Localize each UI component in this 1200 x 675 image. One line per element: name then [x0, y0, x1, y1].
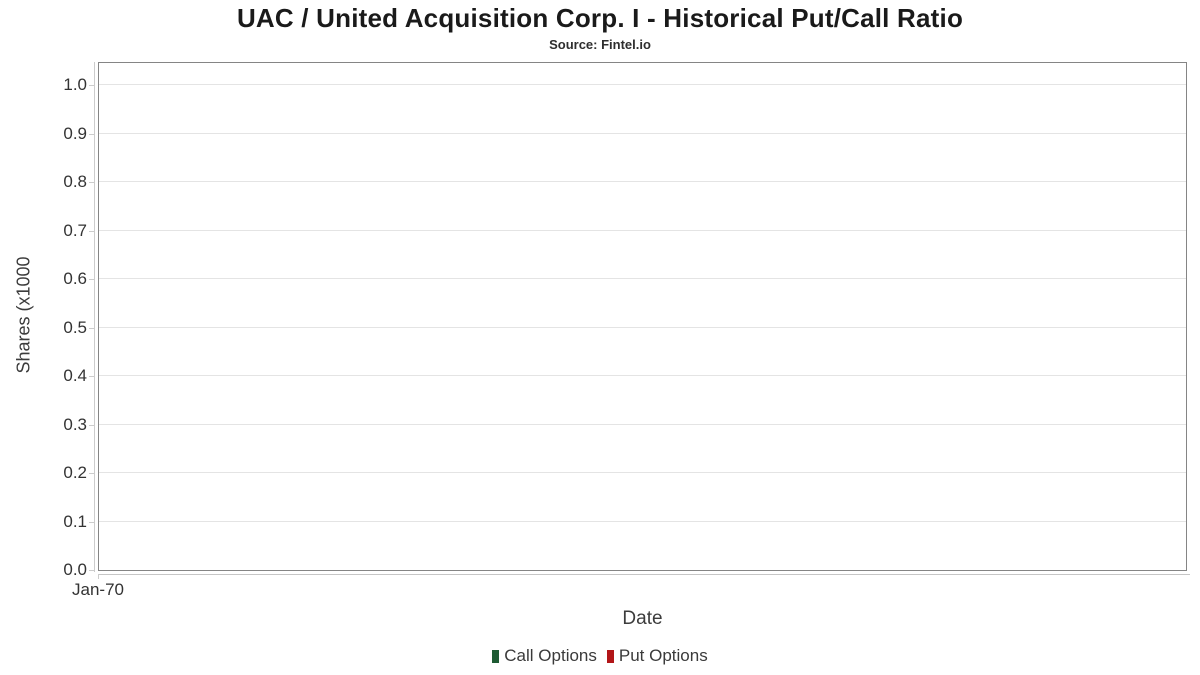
- gridline: [99, 278, 1186, 279]
- y-tick-mark: [89, 473, 94, 474]
- chart-subtitle: Source: Fintel.io: [549, 37, 651, 52]
- gridline: [99, 423, 1186, 425]
- y-tick-label: 0.9: [63, 124, 87, 143]
- y-tick-label: 0.1: [63, 512, 87, 531]
- y-tick-mark: [89, 376, 94, 377]
- y-tick-mark: [89, 182, 94, 183]
- gridline: [99, 375, 1186, 376]
- x-tick-label: Jan-70: [72, 580, 124, 599]
- x-axis-title: Date: [622, 608, 663, 629]
- legend-item-call-options[interactable]: Call Options: [492, 646, 597, 666]
- y-tick-mark: [89, 570, 94, 571]
- y-tick-mark: [89, 328, 94, 329]
- y-tick-label: 0.2: [63, 463, 87, 482]
- y-tick-mark: [89, 134, 94, 135]
- gridline: [99, 326, 1186, 328]
- gridline: [99, 520, 1186, 522]
- gridline: [99, 132, 1186, 134]
- call-options-swatch-icon: [492, 649, 500, 663]
- legend: Call Options Put Options: [0, 646, 1200, 666]
- chart-title: UAC / United Acquisition Corp. I - Histo…: [236, 3, 964, 33]
- y-axis-line: [94, 62, 95, 572]
- y-tick-mark: [89, 522, 94, 523]
- gridline: [99, 472, 1186, 473]
- y-tick-label: 0.8: [63, 172, 87, 191]
- x-tick-mark: [98, 574, 99, 579]
- y-tick-label: 0.4: [63, 366, 87, 385]
- y-tick-label: 0.0: [63, 560, 87, 579]
- put-options-swatch-icon: [606, 649, 614, 663]
- plot-area: [98, 62, 1187, 571]
- y-tick-label: 0.5: [63, 318, 87, 337]
- y-tick-label: 0.6: [63, 269, 87, 288]
- x-axis-line: [98, 574, 1190, 575]
- gridline: [99, 181, 1186, 182]
- gridline: [99, 229, 1186, 231]
- y-tick-mark: [89, 279, 94, 280]
- y-tick-mark: [89, 425, 94, 426]
- y-tick-mark: [89, 231, 94, 232]
- gridline: [99, 84, 1186, 85]
- y-tick-label: 0.7: [63, 221, 87, 240]
- legend-label-put-options: Put Options: [618, 646, 708, 665]
- y-tick-mark: [89, 85, 94, 86]
- y-tick-label: 1.0: [63, 75, 87, 94]
- y-tick-label: 0.3: [63, 415, 87, 434]
- legend-item-put-options[interactable]: Put Options: [606, 646, 708, 666]
- legend-label-call-options: Call Options: [504, 646, 597, 665]
